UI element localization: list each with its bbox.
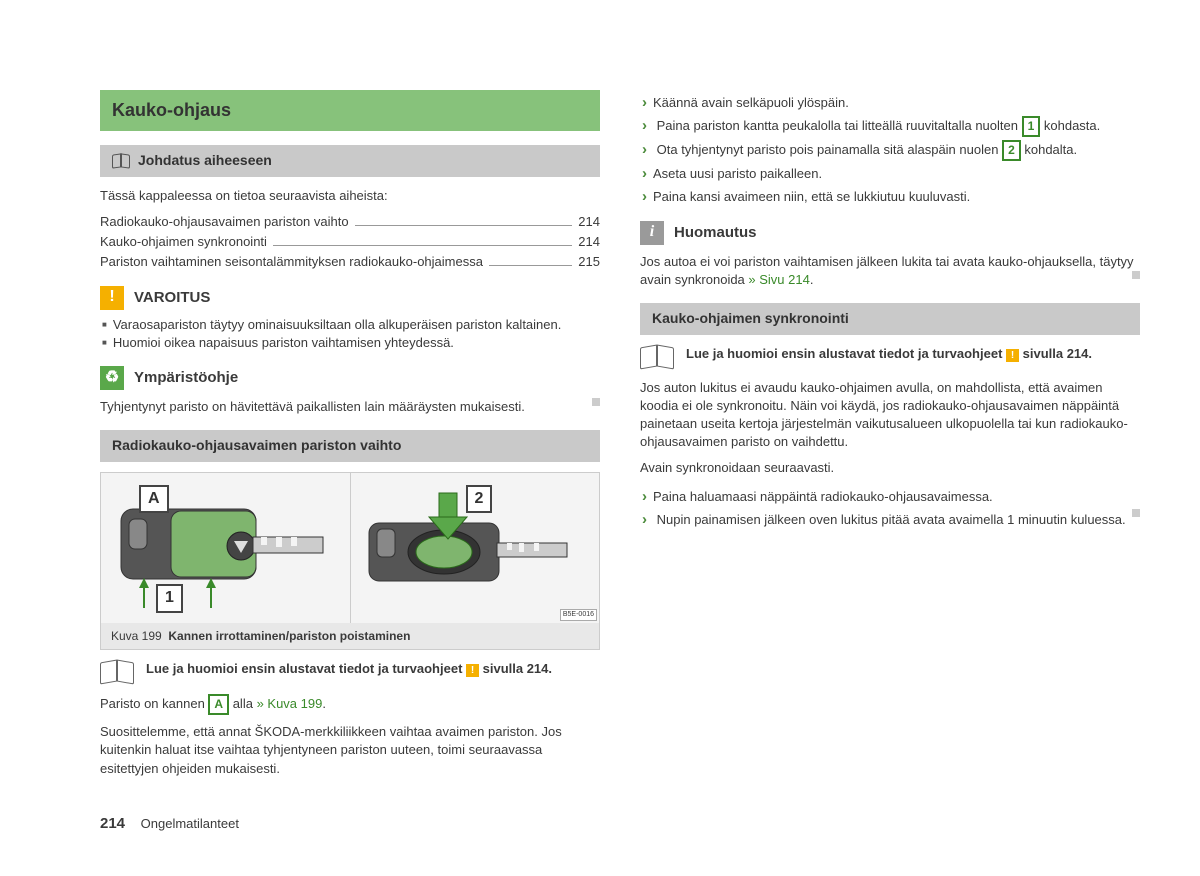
page-footer: 214 Ongelmatilanteet [100,813,239,834]
sync-paragraph: Jos auton lukitus ei avaudu kauko-ohjaim… [640,379,1140,452]
recommendation-text: Suosittelemme, että annat ŠKODA-merkkili… [100,723,600,778]
end-mark-icon [1132,271,1140,279]
book-icon [100,660,134,684]
warning-header: ! VAROITUS [100,286,600,310]
env-header: ♻ Ympäristöohje [100,366,600,390]
figure-label-1: 1 [156,584,183,612]
toc-page: 215 [578,253,600,271]
step-item: Ota tyhjentynyt paristo pois painamalla … [642,139,1140,161]
end-mark-icon [592,398,600,406]
read-first-note: Lue ja huomioi ensin alustavat tiedot ja… [100,660,600,684]
left-column: Kauko-ohjaus Johdatus aiheeseen Tässä ka… [100,90,600,786]
figure-caption: Kuva 199 Kannen irrottaminen/pariston po… [101,623,599,650]
sync-steps: Paina haluamaasi näppäintä radiokauko-oh… [640,486,1140,530]
toc-label: Kauko-ohjaimen synkronointi [100,233,267,251]
inline-label-2: 2 [1002,140,1021,161]
page-title-bar: Kauko-ohjaus [100,90,600,131]
book-icon [640,345,674,369]
toc: Radiokauko-ohjausavaimen pariston vaihto… [100,213,600,272]
intro-text: Tässä kappaleessa on tietoa seuraavista … [100,187,600,205]
intro-header: Johdatus aiheeseen [100,145,600,177]
warning-icon: ! [100,286,124,310]
battery-location: Paristo on kannen A alla » Kuva 199. [100,694,600,715]
toc-page: 214 [578,213,600,231]
toc-label: Pariston vaihtaminen seisontalämmityksen… [100,253,483,271]
warning-mark-icon: ! [466,664,479,677]
page-link[interactable]: » Sivu 214 [748,272,809,287]
warning-mark-icon: ! [1006,349,1019,362]
end-mark-icon [1132,509,1140,517]
toc-row: Kauko-ohjaimen synkronointi 214 [100,233,600,251]
env-text: Tyhjentynyt paristo on hävitettävä paika… [100,398,600,416]
sync-intro: Avain synkronoidaan seuraavasti. [640,459,1140,477]
figure-code: B5E-0016 [560,609,597,621]
warning-item: Huomioi oikea napaisuus pariston vaihtam… [102,334,600,352]
figure-left-panel: A 1 [101,473,351,623]
note-title: Huomautus [674,222,757,243]
footer-section: Ongelmatilanteet [141,816,239,831]
step-item: Paina pariston kantta peukalolla tai lit… [642,115,1140,137]
inline-label-a: A [208,694,229,715]
note-text: Jos autoa ei voi pariston vaihtamisen jä… [640,253,1140,289]
inline-label-1: 1 [1022,116,1041,137]
page-number: 214 [100,815,125,832]
step-item: Käännä avain selkäpuoli ylöspäin. [642,92,1140,113]
intro-header-text: Johdatus aiheeseen [138,151,272,171]
warning-item: Varaosapariston täytyy ominaisuuksiltaan… [102,316,600,334]
figure-link[interactable]: » Kuva 199 [257,696,323,711]
step-item: Paina kansi avaimeen niin, että se lukki… [642,186,1140,207]
toc-leader [489,255,572,267]
procedure-steps: Käännä avain selkäpuoli ylöspäin. Paina … [640,92,1140,207]
toc-label: Radiokauko-ohjausavaimen pariston vaihto [100,213,349,231]
figure-label-a: A [139,485,169,513]
toc-leader [355,214,573,226]
figure-label-2: 2 [466,485,493,513]
step-item: Nupin painamisen jälkeen oven lukitus pi… [642,509,1140,530]
warning-list: Varaosapariston täytyy ominaisuuksiltaan… [100,316,600,352]
figure-199: A 1 [100,472,600,651]
toc-page: 214 [578,233,600,251]
sync-section-title: Kauko-ohjaimen synkronointi [640,303,1140,335]
env-title: Ympäristöohje [134,367,238,388]
step-item: Aseta uusi paristo paikalleen. [642,163,1140,184]
key-front-illustration [101,473,331,623]
toc-row: Radiokauko-ohjausavaimen pariston vaihto… [100,213,600,231]
book-icon [112,154,130,168]
section-battery-title: Radiokauko-ohjausavaimen pariston vaihto [100,430,600,462]
recycle-icon: ♻ [100,366,124,390]
read-first-note: Lue ja huomioi ensin alustavat tiedot ja… [640,345,1140,369]
toc-row: Pariston vaihtaminen seisontalämmityksen… [100,253,600,271]
toc-leader [273,234,572,246]
info-icon: i [640,221,664,245]
right-column: Käännä avain selkäpuoli ylöspäin. Paina … [640,90,1140,786]
note-header: i Huomautus [640,221,1140,245]
step-item: Paina haluamaasi näppäintä radiokauko-oh… [642,486,1140,507]
warning-title: VAROITUS [134,287,210,308]
figure-right-panel: 2 B5E-0016 [351,473,600,623]
